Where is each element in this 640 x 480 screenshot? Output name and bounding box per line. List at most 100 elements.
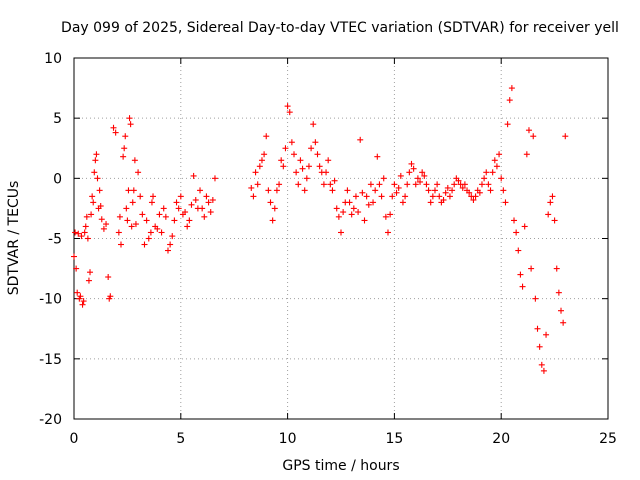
data-point xyxy=(261,151,268,158)
data-point xyxy=(538,361,545,368)
data-point xyxy=(399,199,406,206)
data-point xyxy=(427,199,434,206)
data-point xyxy=(129,199,136,206)
data-point xyxy=(83,213,90,220)
data-point xyxy=(455,177,462,184)
data-point xyxy=(513,229,520,236)
data-point xyxy=(84,235,91,242)
data-point xyxy=(173,199,180,206)
data-point xyxy=(117,241,124,248)
data-point xyxy=(211,175,218,182)
data-point xyxy=(382,213,389,220)
y-tick-label: 0 xyxy=(53,171,62,187)
data-point xyxy=(190,172,197,179)
data-point xyxy=(485,181,492,188)
y-axis-label: SDTVAR / TECUs xyxy=(6,181,22,296)
data-point xyxy=(94,175,101,182)
data-point xyxy=(496,151,503,158)
data-point xyxy=(350,205,357,212)
data-point xyxy=(73,265,80,272)
data-point xyxy=(160,205,167,212)
data-point xyxy=(80,298,87,305)
data-point xyxy=(85,277,92,284)
data-point xyxy=(299,165,306,172)
data-point xyxy=(498,175,505,182)
data-point xyxy=(532,295,539,302)
data-point xyxy=(476,189,483,196)
data-point xyxy=(280,163,287,170)
data-point xyxy=(258,157,265,164)
y-tick-label: -20 xyxy=(39,412,62,428)
data-point xyxy=(97,203,104,210)
data-point xyxy=(143,217,150,224)
data-point xyxy=(107,293,114,300)
data-point xyxy=(186,217,193,224)
data-point xyxy=(449,187,456,194)
data-point xyxy=(78,233,85,240)
data-point xyxy=(431,187,438,194)
data-point xyxy=(205,199,212,206)
data-point xyxy=(291,151,298,158)
data-point xyxy=(451,181,458,188)
data-point xyxy=(502,199,509,206)
x-tick-label: 10 xyxy=(279,431,297,447)
data-point xyxy=(515,247,522,254)
data-point xyxy=(423,181,430,188)
data-point xyxy=(100,225,107,232)
data-point xyxy=(530,133,537,140)
data-point xyxy=(293,169,300,176)
data-point xyxy=(504,121,511,128)
data-point xyxy=(372,187,379,194)
data-point xyxy=(115,229,122,236)
data-point xyxy=(478,181,485,188)
data-point xyxy=(110,124,117,131)
data-point xyxy=(376,181,383,188)
data-point xyxy=(363,193,370,200)
data-point xyxy=(278,157,285,164)
data-point xyxy=(528,265,535,272)
data-point xyxy=(361,217,368,224)
data-point xyxy=(500,187,507,194)
data-point xyxy=(91,169,98,176)
data-point xyxy=(338,229,344,236)
data-point xyxy=(534,325,541,332)
data-point xyxy=(483,169,490,176)
data-point xyxy=(175,205,182,212)
data-point xyxy=(82,223,89,230)
data-point xyxy=(325,157,332,164)
data-point xyxy=(549,193,556,200)
data-point xyxy=(387,211,394,218)
data-point xyxy=(506,97,513,104)
data-point xyxy=(265,187,272,194)
data-point xyxy=(199,205,206,212)
chart-title: Day 099 of 2025, Sidereal Day-to-day VTE… xyxy=(61,20,619,36)
x-tick-label: 0 xyxy=(70,431,79,447)
data-point xyxy=(77,293,84,300)
data-point xyxy=(167,241,174,248)
data-point xyxy=(303,175,310,182)
data-point xyxy=(263,133,270,140)
data-point xyxy=(301,187,308,194)
data-point xyxy=(511,217,518,224)
data-point xyxy=(297,157,304,164)
data-point xyxy=(130,187,137,194)
data-point xyxy=(551,217,558,224)
data-point xyxy=(461,181,468,188)
data-point xyxy=(355,209,362,216)
data-point xyxy=(310,121,317,128)
data-point xyxy=(365,201,372,208)
data-point xyxy=(288,139,295,146)
data-point xyxy=(481,175,488,182)
data-point xyxy=(323,169,330,176)
y-axis-ticks: -20 -15 -10 -5 0 5 10 xyxy=(39,51,608,428)
data-point xyxy=(269,217,276,224)
data-point xyxy=(90,199,97,206)
data-point xyxy=(333,205,340,212)
data-point xyxy=(393,189,400,196)
data-point xyxy=(434,181,441,188)
data-point xyxy=(121,145,128,152)
data-point xyxy=(154,225,161,232)
data-point xyxy=(391,181,398,188)
data-point xyxy=(98,216,105,223)
